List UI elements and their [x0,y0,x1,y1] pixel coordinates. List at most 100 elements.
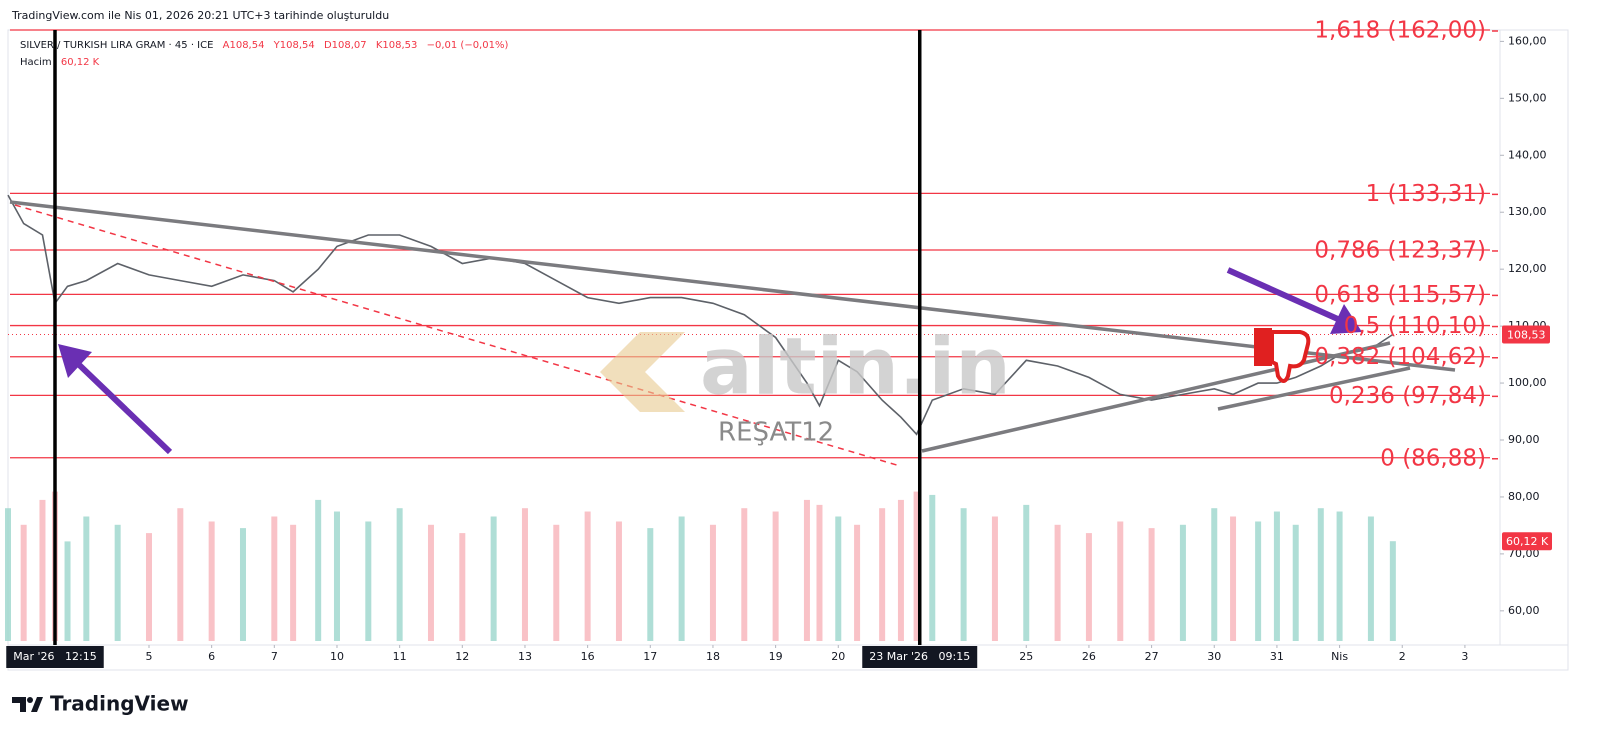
watermark: altin.in [700,322,1011,412]
time-marker-label: Mar '26 12:15 [13,650,96,663]
header: TradingView.com ile Nis 01, 2026 20:21 U… [11,9,389,22]
x-tick-label: 31 [1270,650,1284,663]
fib-label: 1,618 (162,00) [1314,18,1486,44]
volume-value: 60,12 K [61,57,100,68]
trendline [921,341,1391,453]
volume-bar [1273,511,1280,641]
drawings [9,200,1456,467]
volume-bar [333,511,340,641]
arrow [69,355,173,455]
ohlc: K108,53 [376,40,418,51]
x-tick-label: 19 [769,650,783,663]
x-tick-label: 2 [1399,650,1406,663]
x-tick-label: 5 [145,650,152,663]
volume-bar [1148,528,1155,641]
volume-bar [315,499,322,641]
y-tick-label: 80,00 [1508,490,1540,503]
volume-bar [5,508,11,641]
volume-bar [1230,516,1237,641]
volume-bar [1389,541,1396,641]
volume-bar [1336,511,1343,641]
volume-bar [1085,533,1092,641]
volume-title: Hacim [20,57,52,68]
price-line [7,194,1394,436]
volume-bar [39,499,46,641]
y-tick-label: 120,00 [1508,262,1547,275]
x-tick-label: Nis [1331,650,1348,663]
fib-label: 1 (133,31) [1366,181,1486,207]
fib-label: 0,5 (110,10) [1344,313,1486,339]
volume-bar [835,516,842,641]
watermark-logo [600,332,685,412]
volume-bar [1054,524,1061,641]
x-tick-label: 25 [1019,650,1033,663]
fib-label: 0 (86,88) [1380,445,1486,471]
brand-logo [12,697,43,712]
x-tick-label: 26 [1082,650,1096,663]
ohlc: Y108,54 [273,40,315,51]
volume-bar [854,524,861,641]
volume-bar [396,508,403,641]
volume-bar [1255,521,1262,641]
volume-bar [459,533,466,641]
volume-bar [521,508,528,641]
arrow-head [1330,304,1362,334]
volume-bar [1117,521,1124,641]
volume-bar [678,516,685,641]
volume-bar [960,508,967,641]
volume-bar [913,491,920,641]
volume-tag-label: 60,12 K [1506,535,1549,548]
volume-bar [897,499,904,641]
trendline [9,200,1456,372]
change: −0,01 (−0,01%) [427,40,509,51]
legend: SILVER / TURKISH LIRA GRAM · 45 · ICE A1… [20,40,508,51]
arrow-head [58,344,92,378]
volume-bar [427,524,434,641]
y-tick-label: 140,00 [1508,148,1547,161]
x-tick-label: 27 [1145,650,1159,663]
volume-bar [1367,516,1374,641]
x-tick-label: 3 [1461,650,1468,663]
x-tick-label: 20 [831,650,845,663]
volume-bar [553,524,560,641]
y-tick-label: 90,00 [1508,433,1540,446]
volume-bar [1211,508,1218,641]
volume-bar [929,494,936,641]
last-price-label: 108,53 [1507,328,1546,341]
x-tick-label: 6 [208,650,215,663]
watermark-note: REŞAT12 [718,418,834,448]
volume-bar [365,521,372,641]
volume-bar [20,524,27,641]
volume-bar [145,533,152,641]
volume-bar [1023,504,1030,641]
y-tick-label: 150,00 [1508,91,1547,104]
thumbs-down-icon [1254,328,1311,383]
volume-bar [177,508,184,641]
volume-bar [64,541,71,641]
volume-bar [1292,524,1299,641]
volume-bar [615,521,622,641]
time-marker-box [862,646,978,668]
volume-bar [1317,508,1324,641]
fib-label: 0,618 (115,57) [1314,282,1486,308]
volume-bar [709,524,716,641]
volume-tag [1502,532,1552,551]
volume-bar [772,511,779,641]
volume-bar [647,528,654,641]
x-tick-label: 7 [271,650,278,663]
volume-bar [290,524,297,641]
time-marker-label: 23 Mar '26 09:15 [869,650,970,663]
x-tick-label: 16 [581,650,595,663]
x-tick-label: 18 [706,650,720,663]
fib-label: 0,786 (123,37) [1314,237,1486,263]
x-tick-label: 30 [1207,650,1221,663]
volume-bar [1179,524,1186,641]
y-tick-label: 60,00 [1508,604,1540,617]
last-price-tag [1502,325,1550,344]
x-tick-label: 10 [330,650,344,663]
x-tick-label: 17 [643,650,657,663]
volume-bar [83,516,90,641]
volume-bar [208,521,215,641]
